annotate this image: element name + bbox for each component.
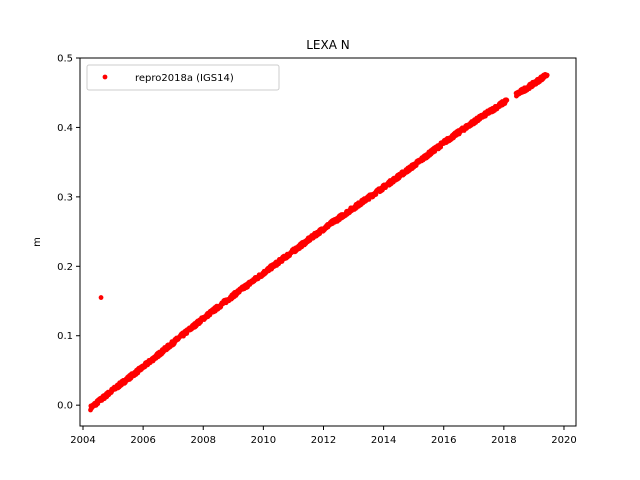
x-tick-label: 2018 (491, 435, 516, 446)
legend-box (86, 64, 280, 91)
y-tick-label: 0.4 (57, 123, 73, 134)
y-tick-label: 0.1 (57, 331, 73, 342)
x-tick-label: 2004 (70, 435, 95, 446)
legend: repro2018a (IGS14) (86, 64, 280, 91)
y-tick-label: 0.3 (57, 192, 73, 203)
data-point (504, 97, 510, 103)
x-tick-label: 2016 (431, 435, 456, 446)
y-axis-label: m (32, 237, 43, 247)
x-tick-label: 2010 (251, 435, 276, 446)
x-axis: 2004 2006 2008 2010 2012 2014 2016 2018 2020 (70, 426, 577, 446)
data-points (88, 71, 550, 413)
x-tick-label: 2014 (371, 435, 396, 446)
y-tick-label: 0.2 (57, 262, 73, 273)
x-tick-label: 2008 (191, 435, 216, 446)
plot-frame (79, 57, 577, 427)
outlier-point (98, 295, 104, 300)
chart-title: LEXA N (306, 38, 350, 52)
y-axis: 0.0 0.1 0.2 0.3 0.4 0.5 (57, 54, 80, 412)
x-tick-label: 2012 (311, 435, 336, 446)
y-tick-label: 0.0 (57, 401, 73, 412)
x-tick-label: 2006 (130, 435, 155, 446)
y-tick-label: 0.5 (57, 54, 73, 65)
legend-marker (102, 74, 108, 80)
x-tick-label: 2020 (551, 435, 576, 446)
legend-label: repro2018a (IGS14) (135, 73, 234, 84)
data-point (544, 72, 550, 78)
